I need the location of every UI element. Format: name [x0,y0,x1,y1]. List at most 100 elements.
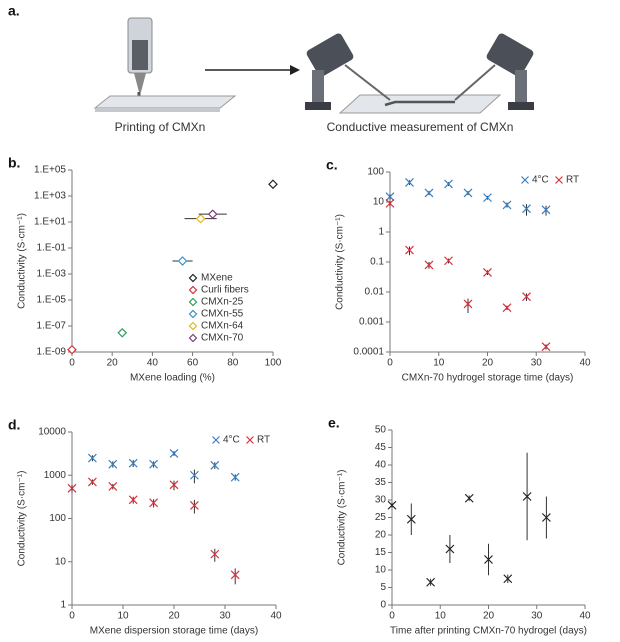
legend-marker [521,176,529,184]
point [483,267,492,277]
panel-label: c. [326,157,338,173]
y-tick-label: 100 [49,513,66,524]
point [108,459,118,469]
point [503,574,513,584]
y-tick-label: 1.E-09 [37,347,67,358]
y-tick-label: 20 [375,530,387,541]
plate [338,94,502,114]
legend-marker [212,436,220,444]
x-tick-label: 30 [531,358,543,369]
plate-edge [95,108,220,112]
y-tick-label: 5 [380,582,386,593]
point [522,204,531,214]
y-tick-label: 1.E+03 [34,191,66,202]
point [128,458,138,468]
plate [93,95,237,109]
legend-marker [555,176,563,184]
point [169,480,179,490]
point [445,544,455,554]
y-tick-label: 30 [375,495,387,506]
y-tick-label: 1 [378,227,384,238]
y-tick-label: 0.01 [365,287,385,298]
x-tick-label: 10 [117,611,129,622]
x-tick-label: 30 [219,611,231,622]
point [67,344,77,355]
legend-label: 4°C [532,175,549,186]
y-tick-label: 10 [55,556,67,567]
point [424,188,434,198]
legend-marker [188,321,198,331]
arrow-head [290,65,300,75]
chart: b. 1.E-09 1.E-07 1.E-05 1.E-03 1.E-01 1.E+01 1.… [8,155,282,384]
y-tick-label: 1.E+01 [34,217,66,228]
y-tick-label: 1.E-03 [37,269,67,280]
x-tick-label: 10 [435,611,447,622]
y-tick-label: 1.E+05 [34,165,66,176]
y-tick-label: 1.E-01 [37,243,67,254]
point [522,492,532,501]
legend-marker [188,297,198,307]
point [387,500,397,510]
chart: d. 1 10 100 1000 10000 0 10 20 30 40 MXene dispersi… [8,417,282,637]
panel-label: e. [328,415,340,431]
y-axis-label: Conductivity (S·cm⁻¹) [17,471,28,567]
x-tick-label: 10 [433,358,445,369]
x-tick-label: 60 [187,358,199,369]
y-tick-label: 10 [373,197,385,208]
probe-right [454,33,534,110]
legend-label: CMXn-64 [201,321,244,332]
x-tick-label: 0 [69,611,75,622]
point [424,260,434,270]
legend-label: CMXn-25 [201,297,244,308]
panel-label: d. [8,417,20,433]
legend-marker [188,309,198,319]
point [484,555,493,564]
caption: Conductive measurement of CMXn [327,120,514,134]
x-tick-label: 40 [579,611,591,622]
point [406,514,416,524]
legend-label: 4°C [223,435,240,446]
x-tick-label: 100 [265,358,282,369]
y-tick-label: 40 [375,460,387,471]
point [149,498,159,508]
x-tick-label: 80 [227,358,239,369]
point [385,198,395,208]
y-tick-label: 1 [60,600,66,611]
point [463,188,473,198]
chart: e. 0 5 10 15 20 25 30 35 40 45 50 0 10 20 30 40 Time afte… [328,415,591,637]
x-axis-label: MXene dispersion storage time (days) [90,626,258,637]
y-tick-label: 1000 [44,470,67,481]
point [385,192,395,202]
point [177,256,188,266]
point [230,472,240,482]
point [541,342,551,352]
x-tick-label: 40 [147,358,159,369]
legend-label: MXene [201,273,233,284]
y-tick-label: 35 [375,477,387,488]
point [210,460,220,470]
y-tick-label: 10 [375,565,387,576]
x-tick-label: 30 [531,611,543,622]
panel-label: a. [8,3,20,19]
x-tick-label: 40 [579,358,591,369]
point [189,501,199,510]
y-tick-label: 0.1 [370,257,384,268]
y-tick-label: 0.0001 [353,347,384,358]
y-tick-label: 0 [380,600,386,611]
y-tick-label: 15 [375,547,387,558]
panel-label: b. [8,155,20,171]
point [169,448,179,458]
legend-marker [188,285,198,295]
x-axis-label: Time after printing CMXn-70 hydrogel (da… [390,626,587,637]
point [541,205,551,215]
point [541,513,551,522]
point [464,493,474,503]
y-tick-label: 100 [367,167,384,178]
y-tick-label: 1.E-05 [37,295,67,306]
legend-label: CMXn-70 [201,333,244,344]
point [207,209,218,220]
sample [384,100,455,107]
x-axis-label: MXene loading (%) [130,373,215,384]
x-tick-label: 40 [270,611,282,622]
y-axis-label: Conductivity (S·cm⁻¹) [335,214,346,310]
